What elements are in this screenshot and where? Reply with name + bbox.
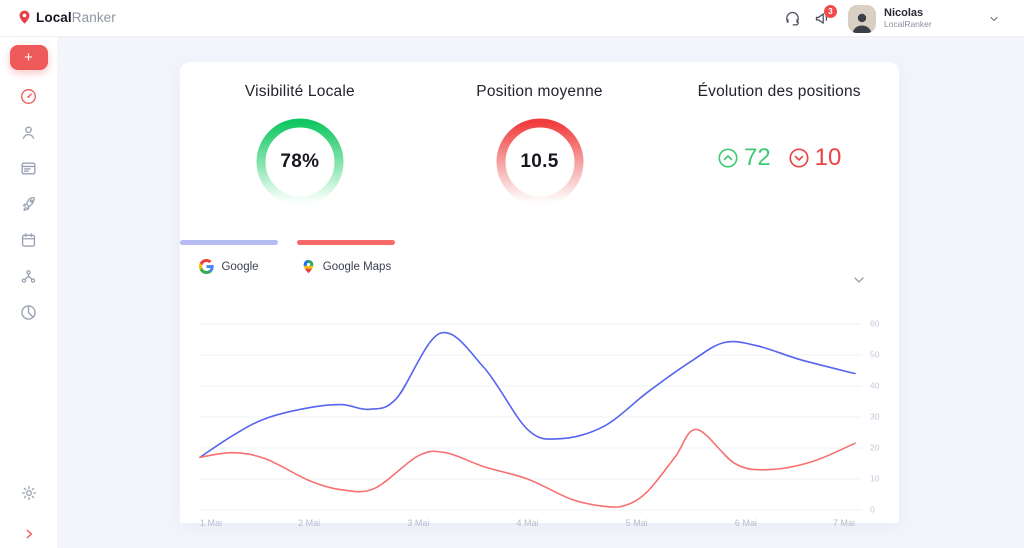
calendar-icon (21, 233, 36, 247)
user-menu[interactable]: Nicolas LocalRanker (884, 7, 962, 29)
stat-title: Évolution des positions (697, 83, 861, 100)
sidebar: + (0, 37, 57, 548)
y-tick-label: 50 (870, 350, 880, 360)
positions-up-value: 72 (743, 144, 771, 171)
listings-icon (21, 162, 36, 175)
x-tick-label: 6 Mai (735, 518, 757, 528)
stat-visibility: Visibilité Locale (180, 83, 420, 210)
google-maps-series-line (199, 428, 856, 508)
trend-chart-svg: 0 10 20 30 40 50 60 1 Mai 2 Mai 3 Mai 4 Mai 5 Mai 6 … (199, 319, 880, 528)
stat-title: Visibilité Locale (244, 83, 355, 100)
evolution-stats: 72 10 (717, 144, 841, 172)
y-tick-label: 10 (870, 474, 880, 484)
logo-bold: Local (36, 10, 72, 25)
google-maps-icon (303, 259, 314, 274)
x-tick-label: 7 Mai (833, 518, 855, 528)
stats-row: Visibilité Locale (180, 62, 899, 210)
headset-icon[interactable] (784, 10, 801, 27)
sidebar-item-dashboard[interactable] (19, 87, 38, 106)
tab-google-indicator (180, 240, 278, 245)
google-series-line (199, 331, 856, 459)
x-tick-label: 1 Mai (200, 518, 222, 528)
tab-google[interactable]: Google (180, 240, 278, 274)
chart-collapse-chevron-icon[interactable] (851, 272, 867, 288)
sidebar-item-listings[interactable] (19, 159, 38, 178)
x-tick-label: 5 Mai (626, 518, 648, 528)
add-button[interactable]: + (9, 45, 48, 70)
positions-down-value: 10 (814, 144, 842, 171)
logo-light: Ranker (71, 10, 116, 25)
positions-trend-chart: 0 10 20 30 40 50 60 1 Mai 2 Mai 3 Mai 4 Mai 5 Mai 6 … (180, 300, 899, 540)
circle-chevron-down-icon (789, 148, 809, 168)
x-tick-label: 3 Mai (407, 518, 429, 528)
y-tick-label: 20 (870, 443, 880, 453)
topbar-actions: 3 Nicolas LocalRanker (784, 0, 1024, 37)
users-icon (22, 126, 35, 139)
chart-legend-tabs: Google (180, 240, 395, 274)
pie-chart-icon (21, 305, 36, 320)
google-icon (199, 259, 215, 274)
sidebar-item-users[interactable] (19, 123, 38, 142)
avatar[interactable] (848, 4, 876, 33)
topbar: LocalRanker 3 (0, 0, 1024, 37)
sidebar-item-reports[interactable] (19, 303, 38, 322)
tab-google-maps[interactable]: Google Maps (297, 240, 395, 274)
user-name: Nicolas (884, 7, 924, 20)
sidebar-item-sitemap[interactable] (19, 267, 38, 286)
stat-title: Position moyenne (476, 83, 603, 100)
positions-down: 10 (788, 144, 842, 172)
map-pin-icon (19, 10, 30, 24)
gauge-ring-red (496, 118, 583, 206)
logo-text: LocalRanker (36, 10, 116, 25)
visibility-gauge: 78% (252, 114, 348, 210)
notification-badge: 3 (824, 5, 837, 18)
tab-google-label: Google (221, 260, 259, 273)
chevron-down-icon[interactable] (988, 13, 1000, 25)
megaphone-icon[interactable]: 3 (814, 5, 837, 27)
y-tick-label: 0 (870, 505, 875, 515)
chevron-right-icon (26, 529, 32, 539)
rocket-icon (22, 197, 35, 211)
stat-evolution: Évolution des positions 72 1 (659, 83, 899, 210)
y-tick-label: 40 (870, 381, 880, 391)
avg-position-value: 10.5 (520, 151, 559, 172)
tab-google-maps-indicator (297, 240, 395, 245)
dashboard-card: Visibilité Locale (180, 62, 899, 528)
sidebar-item-calendar[interactable] (19, 231, 38, 250)
circle-chevron-up-icon (718, 148, 738, 168)
stat-avg-position: Position moyenne (420, 83, 660, 210)
sitemap-icon (21, 270, 36, 283)
avg-position-gauge: 10.5 (492, 114, 588, 210)
x-tick-label: 2 Mai (298, 518, 320, 528)
sidebar-expand-button[interactable] (22, 527, 36, 541)
sidebar-item-rocket[interactable] (19, 195, 38, 214)
user-org: LocalRanker (884, 18, 932, 29)
content-area: Visibilité Locale (57, 37, 1024, 548)
positions-up: 72 (717, 144, 771, 172)
gear-icon (21, 485, 36, 501)
gauge-ring-green (256, 118, 344, 206)
sidebar-item-settings[interactable] (20, 484, 38, 502)
y-tick-label: 30 (870, 412, 880, 422)
dashboard-icon (21, 89, 36, 104)
x-tick-label: 4 Mai (516, 518, 538, 528)
tab-google-maps-label: Google Maps (322, 260, 392, 273)
logo[interactable]: LocalRanker (17, 9, 116, 26)
visibility-value: 78% (280, 151, 320, 172)
y-tick-label: 60 (870, 319, 880, 329)
